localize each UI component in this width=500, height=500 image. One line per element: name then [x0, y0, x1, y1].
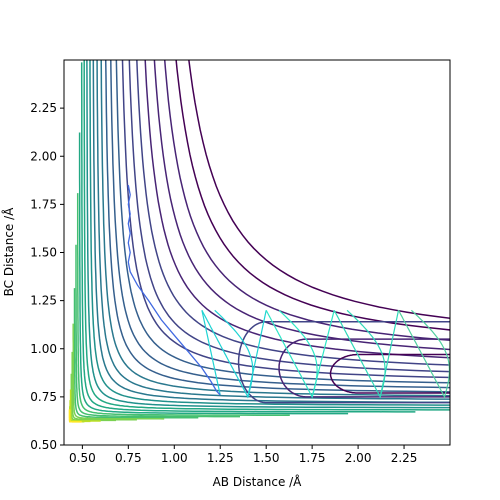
y-tick-label: 0.50 — [30, 438, 57, 452]
oscillation-loop — [397, 309, 450, 399]
x-tick-label: 1.75 — [299, 451, 326, 465]
x-tick-label: 2.00 — [345, 451, 372, 465]
contour-line — [110, 60, 450, 389]
y-tick-label: 1.00 — [30, 342, 57, 356]
contour-line — [71, 351, 137, 421]
y-tick-label: 1.75 — [30, 197, 57, 211]
contour-lines — [68, 60, 450, 423]
x-tick-label: 1.25 — [207, 451, 234, 465]
y-tick-label: 2.25 — [30, 101, 57, 115]
contour-line — [86, 60, 450, 409]
contour-line — [188, 60, 450, 320]
contour-line — [75, 244, 240, 418]
trajectory-line — [127, 184, 221, 396]
contour-line — [329, 353, 450, 394]
contour-line — [96, 60, 450, 400]
contour-line — [136, 60, 450, 366]
contour-line — [73, 288, 199, 419]
y-tick-label: 2.00 — [30, 149, 57, 163]
contour-line — [278, 338, 450, 398]
oscillation-link — [201, 310, 221, 396]
contour-line — [92, 60, 450, 404]
contour-line — [121, 60, 450, 379]
reaction-trajectory — [127, 184, 221, 396]
contour-line — [128, 60, 450, 373]
contour-line — [104, 60, 450, 393]
contour-line — [115, 60, 450, 384]
x-axis-label: AB Distance /Å — [213, 474, 303, 489]
x-axis-ticks: 0.50 0.75 1.00 1.25 1.50 1.75 2.00 2.25 — [69, 445, 417, 465]
oscillation-link — [379, 310, 400, 398]
contour-line — [100, 60, 450, 397]
contour-line — [80, 62, 416, 413]
x-tick-label: 2.25 — [391, 451, 418, 465]
y-tick-label: 1.25 — [30, 294, 57, 308]
y-tick-label: 1.50 — [30, 246, 57, 260]
x-tick-label: 1.00 — [161, 451, 188, 465]
oscillation-link — [311, 310, 335, 398]
contour-line — [78, 132, 349, 415]
contour-line — [237, 321, 450, 404]
y-axis-label: BC Distance /Å — [1, 207, 16, 297]
x-tick-label: 1.50 — [253, 451, 280, 465]
contour-line — [89, 60, 450, 406]
oscillation-link — [247, 310, 267, 398]
y-tick-label: 0.75 — [30, 390, 57, 404]
contour-line — [68, 409, 82, 423]
contour-line — [163, 60, 450, 341]
contour-line — [72, 323, 165, 420]
product-oscillations — [201, 309, 450, 399]
contour-line — [76, 193, 290, 416]
contour-line — [144, 60, 450, 359]
contour-line — [83, 60, 450, 411]
x-tick-label: 0.75 — [115, 451, 142, 465]
contour-line — [153, 60, 450, 351]
y-axis-ticks: 0.50 0.75 1.00 1.25 1.50 1.75 2.00 2.25 — [30, 101, 64, 452]
contour-line — [175, 60, 450, 331]
x-tick-label: 0.50 — [69, 451, 96, 465]
